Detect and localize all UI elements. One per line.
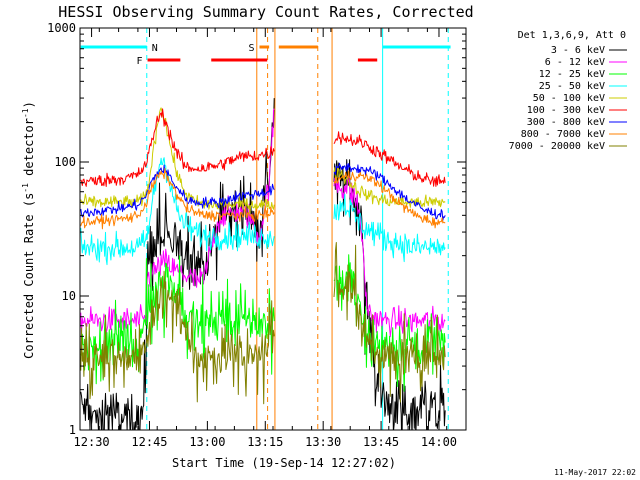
flag-bars: N S F (80, 43, 451, 67)
x-tick-label-5: 13:30 (305, 435, 341, 449)
y-axis-label-main: Corrected Count Rate (s (22, 193, 36, 359)
series-line-16 (333, 170, 446, 229)
y-tick-label-3: 100 (54, 155, 76, 169)
series-line-15 (80, 167, 275, 230)
y-tick-label-2: 10 (62, 289, 76, 303)
y-axis-label-end: ) (22, 101, 36, 108)
series-line-14 (333, 162, 446, 221)
series-line-7 (80, 157, 275, 266)
x-axis-label: Start Time (19-Sep-14 12:27:02) (172, 456, 396, 470)
legend-label-7: 300 - 800 keV (527, 117, 605, 128)
x-tick-label-6: 13:45 (363, 435, 399, 449)
series-line-9 (80, 107, 275, 215)
timestamp-stamp: 11-May-2017 22:02 (554, 468, 636, 477)
series-line-18 (333, 242, 446, 403)
legend-header: Det 1,3,6,9, Att 0 (518, 30, 626, 41)
axis-ticks: 12:30 12:45 13:00 13:15 13:30 13:45 14:00 1 10 10… (47, 21, 467, 449)
series-line-11 (80, 108, 275, 187)
x-tick-label-1: 12:30 (74, 435, 110, 449)
y-axis-label: Corrected Count Rate (s-1 detector-1) (21, 101, 36, 359)
y-axis-label-mid: detector (22, 118, 36, 183)
flag-S-label: S (248, 43, 254, 54)
legend-label-5: 50 - 100 keV (533, 93, 605, 104)
legend-label-9: 7000 - 20000 keV (509, 141, 605, 152)
y-tick-label-1: 1 (69, 423, 76, 437)
series-group (80, 98, 446, 430)
y-tick-label-4: 1000 (47, 21, 76, 35)
flag-N-label: N (152, 43, 158, 54)
chart-title: HESSI Observing Summary Count Rates, Cor… (58, 3, 473, 21)
legend-label-4: 25 - 50 keV (539, 81, 605, 92)
instrument-vertical-lines (146, 28, 449, 430)
series-line-13 (80, 164, 275, 218)
series-line-17 (80, 270, 275, 405)
legend-label-3: 12 - 25 keV (539, 69, 605, 80)
series-line-3 (80, 108, 275, 335)
legend-label-6: 100 - 300 keV (527, 105, 605, 116)
flag-F-label: F (137, 56, 143, 67)
x-tick-label-4: 13:15 (247, 435, 283, 449)
series-line-4 (333, 174, 446, 338)
legend-label-1: 3 - 6 keV (551, 45, 605, 56)
series-line-1 (80, 98, 275, 430)
legend-label-2: 6 - 12 keV (545, 57, 605, 68)
y-axis-label-sup1: -1 (21, 183, 30, 193)
y-axis-label-sup2: -1 (21, 108, 30, 118)
x-tick-label-3: 13:00 (189, 435, 225, 449)
series-line-12 (333, 131, 446, 187)
series-line-8 (333, 193, 446, 263)
series-line-10 (333, 166, 446, 208)
x-tick-label-7: 14:00 (421, 435, 457, 449)
x-tick-label-2: 12:45 (131, 435, 167, 449)
legend-label-8: 800 - 7000 keV (521, 129, 605, 140)
